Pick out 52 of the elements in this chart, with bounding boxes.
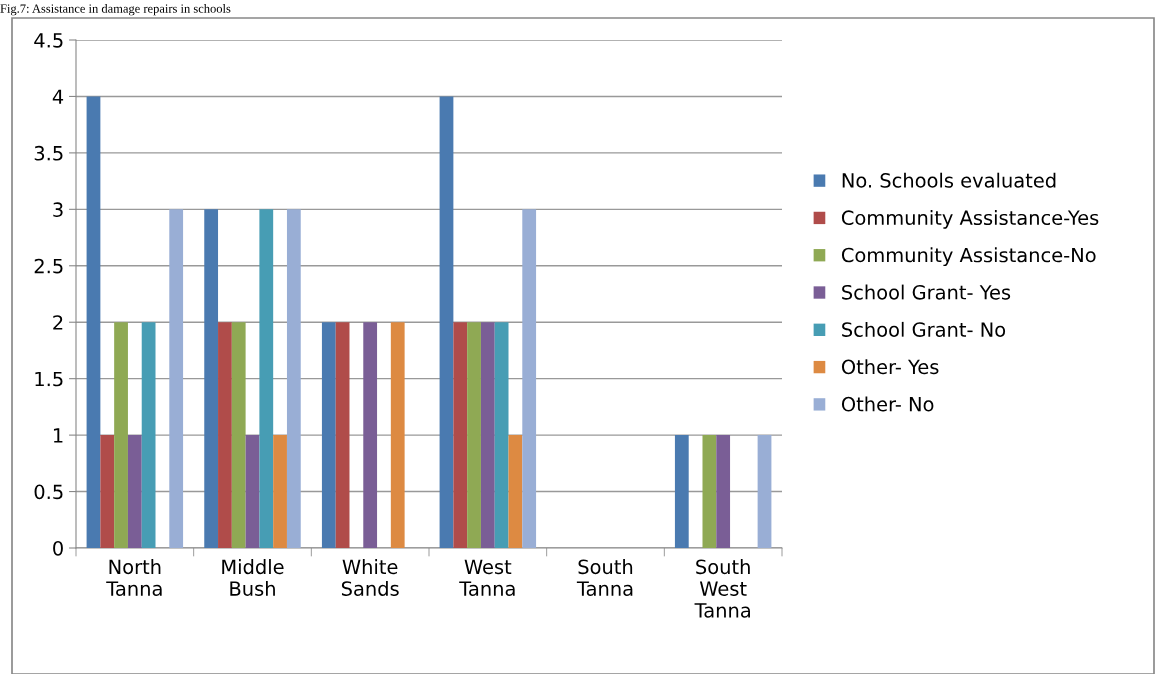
legend-label: School Grant- No: [842, 321, 1006, 337]
bar: [335, 322, 350, 548]
bar: [757, 435, 772, 548]
x-tick-label: White Sands: [341, 559, 399, 596]
bar: [245, 435, 260, 548]
x-tick-label: South Tanna: [576, 559, 633, 596]
bar: [508, 435, 523, 548]
legend-label: No. Schools evaluated: [842, 172, 1056, 188]
bar: [100, 435, 115, 548]
bar: [480, 322, 495, 548]
y-tick-label: 1: [53, 428, 63, 443]
legend-label: Community Assistance-No: [841, 247, 1096, 267]
legend-label: Other- No: [841, 396, 934, 412]
bar: [702, 435, 717, 548]
bar: [204, 209, 219, 548]
legend-label: Other- Yes: [841, 359, 939, 375]
x-tick-label: South West Tanna: [694, 559, 750, 618]
y-tick-label: 0.5: [34, 484, 63, 500]
bar: [141, 322, 156, 548]
x-tick-label: Middle Bush: [222, 559, 284, 596]
bar: [522, 209, 537, 548]
bar: [114, 322, 128, 548]
bar: [439, 96, 454, 548]
bar: [286, 209, 301, 548]
y-tick-label: 2: [53, 315, 63, 330]
y-tick-label: 4.5: [34, 33, 63, 48]
bar: [674, 435, 689, 548]
bar: [169, 209, 184, 548]
y-tick-label: 2.5: [34, 258, 63, 274]
x-tick-label: West Tanna: [459, 559, 515, 596]
y-tick-label: 4: [52, 89, 64, 104]
bar: [321, 322, 336, 548]
bar: [127, 435, 142, 548]
legend-label: Community Assistance-Yes: [841, 210, 1099, 229]
bar: [363, 322, 378, 548]
y-tick-label: 0: [53, 540, 63, 556]
y-tick-label: 3.5: [34, 145, 63, 161]
bar: [218, 322, 232, 548]
bar: [86, 96, 101, 548]
y-tick-label: 1.5: [35, 371, 63, 387]
bar: [231, 322, 246, 548]
y-tick-label: 3: [53, 202, 63, 217]
bar: [453, 322, 468, 548]
bar: [716, 435, 731, 548]
bar: [494, 322, 509, 548]
x-tick-label: North Tanna: [106, 559, 162, 596]
bar: [390, 322, 405, 548]
chart-title: Fig.7: Assistance in damage repairs in schools: [0, 4, 231, 16]
legend-label: School Grant- Yes: [842, 284, 1011, 300]
bar: [273, 435, 287, 548]
bar: [467, 322, 481, 548]
bar: [259, 209, 274, 548]
